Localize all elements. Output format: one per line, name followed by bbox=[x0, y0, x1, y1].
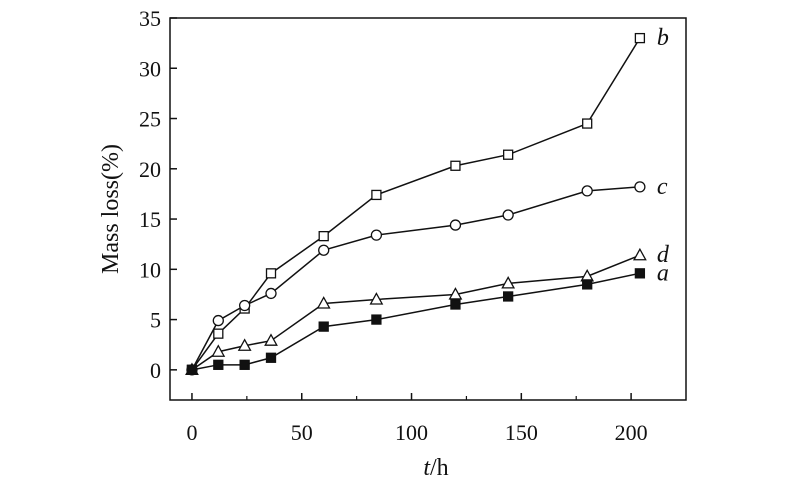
series-label-d: d bbox=[657, 242, 670, 268]
y-tick-label: 20 bbox=[139, 157, 161, 182]
data-point-d bbox=[448, 287, 463, 300]
data-point-c bbox=[370, 229, 383, 241]
data-point-c bbox=[581, 185, 593, 197]
data-point-b bbox=[265, 268, 277, 279]
x-tick-label: 100 bbox=[395, 420, 428, 445]
series-line-d bbox=[191, 254, 641, 371]
x-tick-label: 150 bbox=[505, 420, 538, 445]
x-tick-label: 0 bbox=[186, 420, 197, 445]
y-tick-label: 5 bbox=[150, 308, 161, 333]
series-a bbox=[186, 268, 646, 375]
data-point-a bbox=[186, 364, 198, 375]
data-point-a bbox=[582, 279, 593, 290]
data-point-a bbox=[634, 268, 646, 279]
data-point-c bbox=[449, 219, 462, 231]
data-point-a bbox=[450, 299, 461, 310]
series-line-c bbox=[191, 186, 640, 371]
data-point-d bbox=[501, 276, 516, 289]
x-axis-label: t/h bbox=[423, 455, 448, 481]
axes-layer bbox=[169, 17, 687, 401]
series-b bbox=[186, 32, 646, 375]
data-point-b bbox=[634, 32, 646, 44]
series-line-b bbox=[191, 37, 641, 371]
y-tick-label: 0 bbox=[150, 358, 161, 383]
data-point-d bbox=[632, 247, 647, 261]
data-point-d bbox=[211, 344, 226, 357]
x-tick-label: 50 bbox=[291, 420, 313, 445]
x-tick-label: 200 bbox=[615, 420, 648, 445]
x-axis-label-variable: t bbox=[423, 455, 431, 481]
y-tick-label: 15 bbox=[139, 207, 161, 232]
series-label-a: a bbox=[657, 260, 669, 286]
data-point-c bbox=[502, 209, 514, 221]
data-point-b bbox=[318, 230, 329, 242]
data-point-c bbox=[212, 314, 224, 327]
plot-frame bbox=[169, 17, 687, 401]
data-point-b bbox=[213, 328, 224, 339]
data-point-a bbox=[371, 314, 382, 325]
data-point-a bbox=[213, 359, 224, 370]
data-point-d bbox=[264, 333, 278, 346]
data-point-c bbox=[318, 244, 330, 256]
series-label-c: c bbox=[657, 174, 668, 200]
data-point-a bbox=[502, 291, 514, 302]
data-point-a bbox=[265, 352, 277, 363]
data-point-d bbox=[316, 296, 331, 309]
series-label-b: b bbox=[657, 25, 669, 51]
data-point-b bbox=[450, 160, 461, 171]
data-point-d bbox=[237, 338, 252, 351]
y-tick-label: 30 bbox=[139, 56, 161, 81]
data-point-c bbox=[265, 287, 277, 300]
data-point-b bbox=[582, 118, 593, 129]
series-c bbox=[186, 181, 646, 376]
data-point-a bbox=[318, 321, 329, 332]
data-point-c bbox=[634, 181, 646, 193]
series-line-a bbox=[191, 272, 641, 371]
y-tick-label: 10 bbox=[139, 257, 161, 282]
data-point-d bbox=[369, 292, 384, 305]
data-point-c bbox=[239, 299, 251, 312]
y-tick-label: 25 bbox=[139, 107, 161, 132]
y-tick-label: 35 bbox=[139, 6, 161, 31]
x-axis-label-unit: /h bbox=[430, 455, 449, 481]
labels-layer: 0 50 100 150 200 0 5 10 15 20 25 30 35 t/h Mass loss(%… bbox=[98, 6, 670, 481]
y-axis-label: Mass loss(%) bbox=[98, 144, 124, 274]
series-layer bbox=[185, 32, 647, 376]
data-point-b bbox=[502, 149, 514, 160]
data-point-b bbox=[371, 189, 382, 201]
data-point-a bbox=[239, 359, 250, 370]
